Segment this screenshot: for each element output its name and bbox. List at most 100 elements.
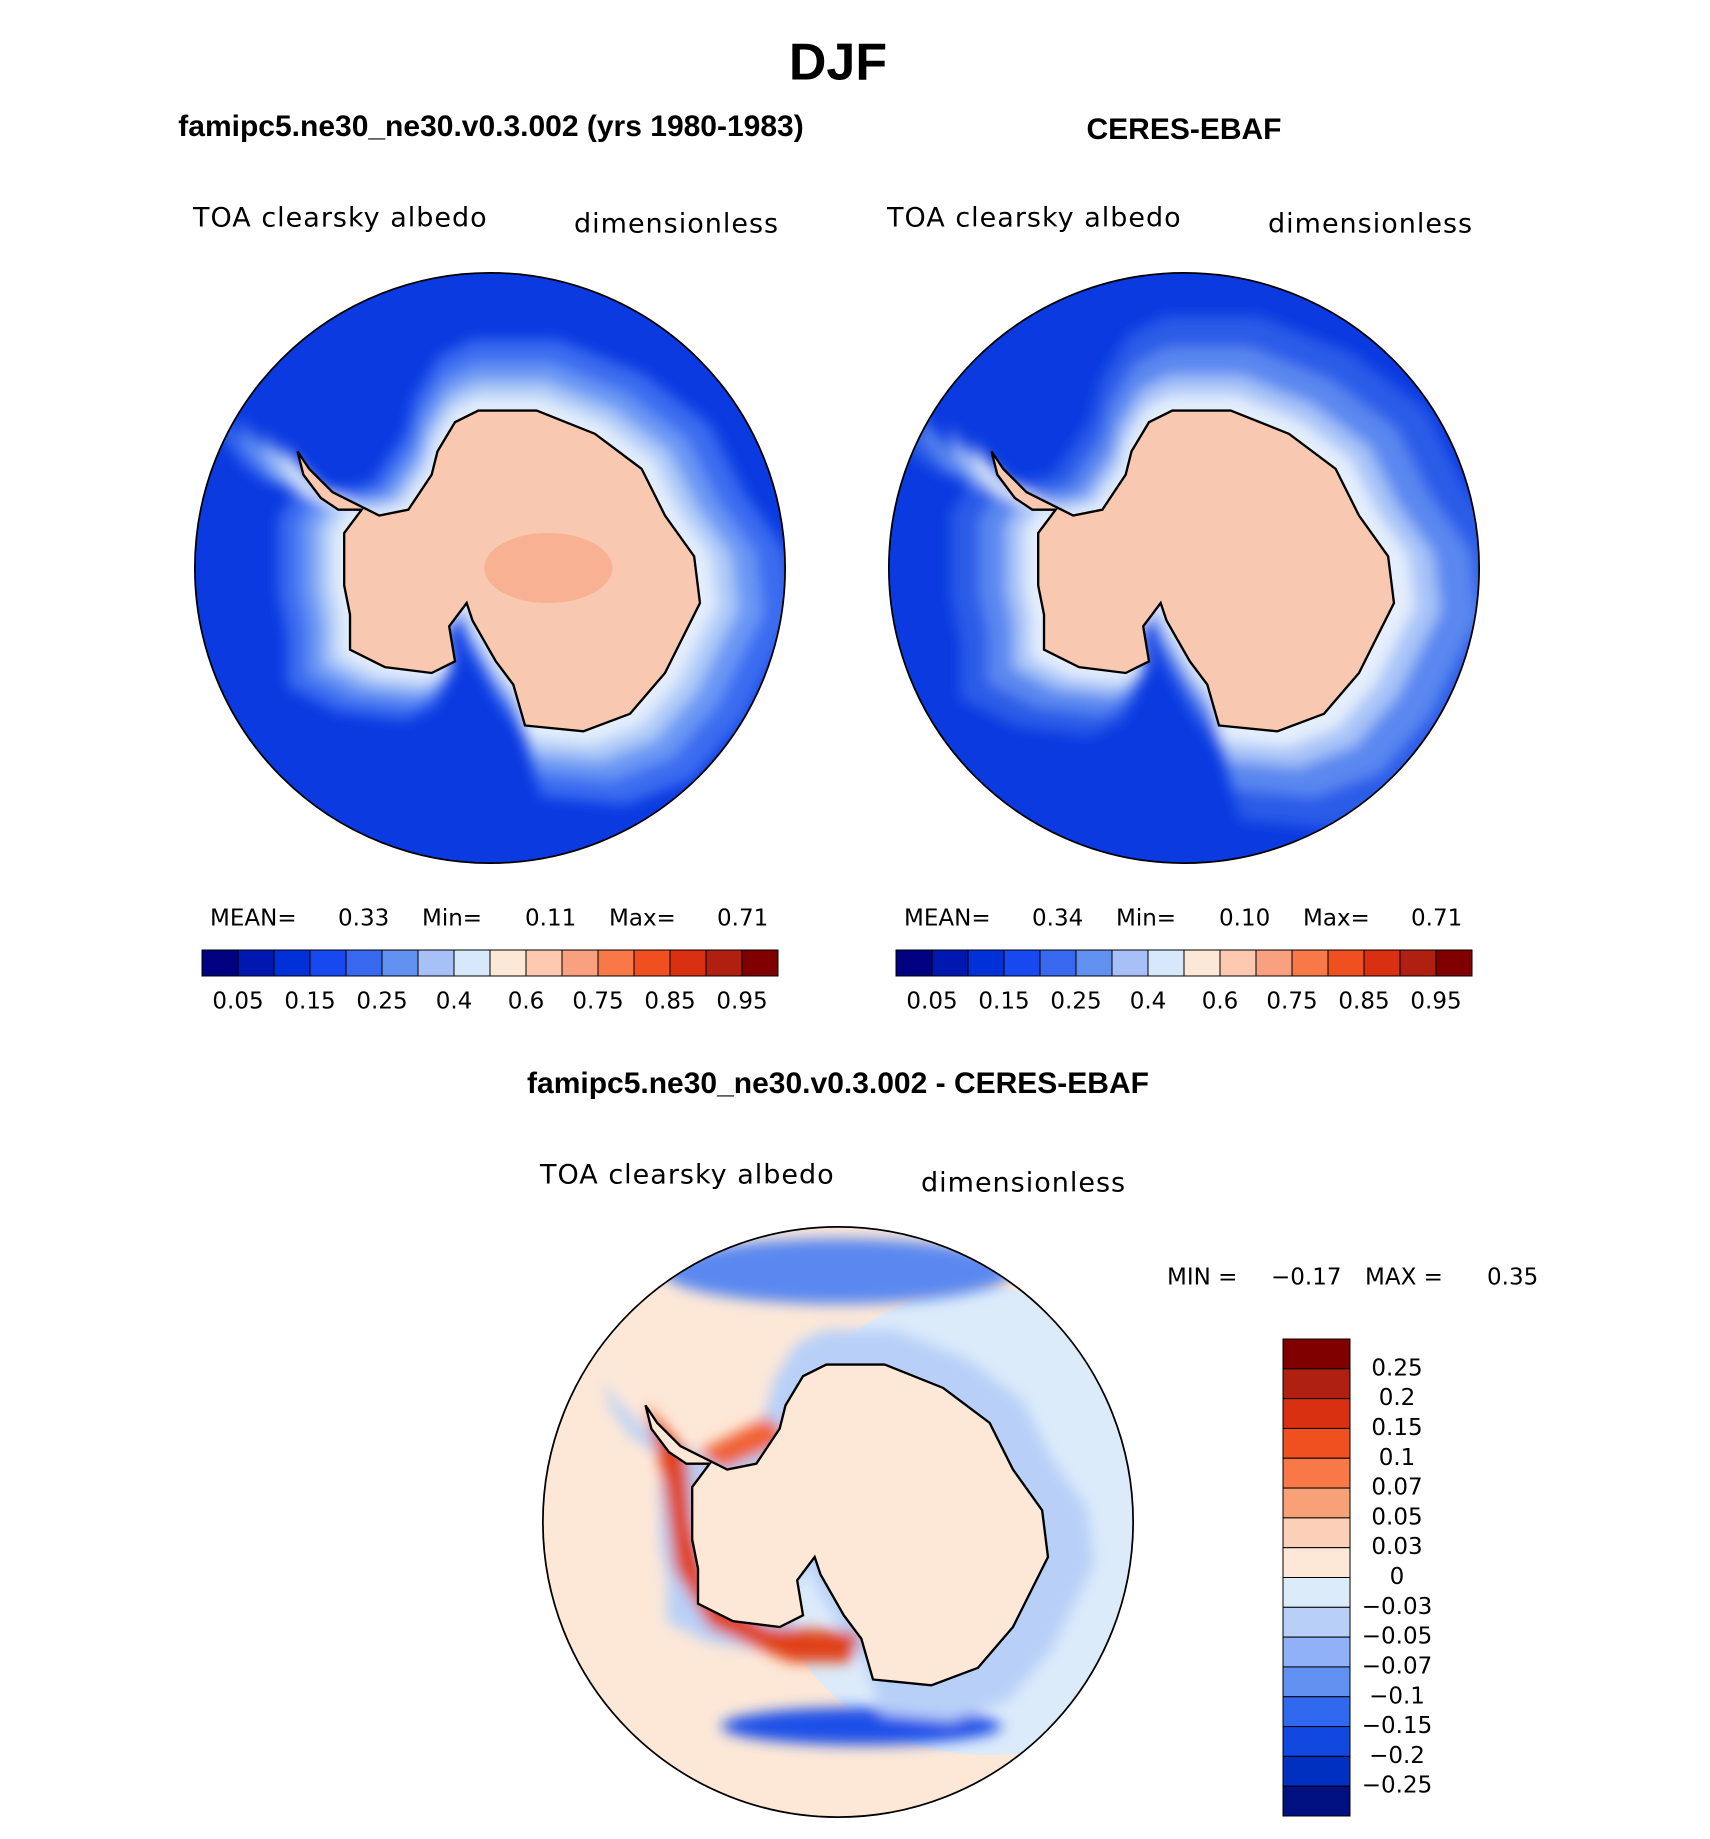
stat-value: 0.71 [717, 906, 768, 932]
colorbar-label: −0.2 [1369, 1743, 1425, 1769]
colorbar-label: 0.15 [978, 989, 1029, 1015]
colorbar-box [1282, 1547, 1351, 1578]
stat-label: MEAN= [904, 906, 991, 932]
stat-value: 0.10 [1219, 906, 1270, 932]
colorbar-label: −0.03 [1362, 1594, 1432, 1620]
colorbar-label: 0.15 [1371, 1415, 1422, 1441]
units-label: dimensionless [574, 209, 779, 240]
colorbar-box [237, 949, 275, 977]
map-difference [542, 1226, 1134, 1818]
colorbar-label: 0.4 [436, 989, 473, 1015]
colorbar-label: −0.1 [1369, 1683, 1425, 1709]
colorbar-box [705, 949, 743, 977]
colorbar-box [1282, 1755, 1351, 1787]
colorbar-label: 0.95 [1410, 989, 1461, 1015]
stat-value: −0.17 [1271, 1265, 1341, 1291]
stat-label: Max= [1303, 906, 1370, 932]
colorbar-box [895, 949, 933, 977]
stat-label: Max= [609, 906, 676, 932]
colorbar-box [381, 949, 419, 977]
stat-value: 0.71 [1411, 906, 1462, 932]
colorbar-box [489, 949, 527, 977]
colorbar-box [967, 949, 1005, 977]
stat-value: 0.11 [525, 906, 576, 932]
variable-label: TOA clearsky albedo [886, 203, 1182, 234]
colorbar-label: 0.25 [356, 989, 407, 1015]
figure-title: DJF [789, 34, 887, 92]
units-label: dimensionless [921, 1168, 1126, 1199]
stat-label: MIN = [1167, 1265, 1237, 1291]
stat-value: 0.35 [1487, 1265, 1538, 1291]
colorbar-box [417, 949, 455, 977]
colorbar-label: 0.05 [1371, 1504, 1422, 1530]
colorbar-box [1282, 1666, 1351, 1698]
colorbar-label: 0.05 [906, 989, 957, 1015]
colorbar-box [1282, 1487, 1351, 1519]
colorbar-label: 0.25 [1050, 989, 1101, 1015]
colorbar-box [741, 949, 779, 977]
colorbar-box [1291, 949, 1329, 977]
colorbar-box [1282, 1785, 1351, 1817]
colorbar-box [1282, 1577, 1351, 1608]
colorbar-label: 0.6 [508, 989, 545, 1015]
colorbar-label: 0.05 [212, 989, 263, 1015]
map-model [194, 272, 786, 864]
colorbar-box [525, 949, 563, 977]
colorbar-box [1282, 1696, 1351, 1728]
stat-value: 0.34 [1032, 906, 1083, 932]
colorbar-label: −0.07 [1362, 1653, 1432, 1679]
variable-label: TOA clearsky albedo [539, 1160, 835, 1191]
stat-value: 0.33 [338, 906, 389, 932]
colorbar-box [309, 949, 347, 977]
stat-label: MAX = [1365, 1265, 1443, 1291]
colorbar-box [561, 949, 599, 977]
colorbar-box [931, 949, 969, 977]
colorbar-label: 0.03 [1371, 1534, 1422, 1560]
colorbar-label: 0 [1390, 1564, 1405, 1590]
colorbar-label: 0.1 [1379, 1445, 1416, 1471]
colorbar-label: 0.2 [1379, 1385, 1416, 1411]
panel-title: famipc5.ne30_ne30.v0.3.002 (yrs 1980-198… [178, 110, 803, 143]
colorbar-label: 0.6 [1202, 989, 1239, 1015]
colorbar-box [201, 949, 239, 977]
colorbar-box [1075, 949, 1113, 977]
colorbar-label: −0.15 [1362, 1713, 1432, 1739]
colorbar-box [1282, 1726, 1351, 1757]
colorbar-box [1282, 1457, 1351, 1489]
stat-label: MEAN= [210, 906, 297, 932]
colorbar-box [1282, 1606, 1351, 1638]
colorbar-box [453, 949, 491, 977]
colorbar-label: 0.4 [1130, 989, 1167, 1015]
colorbar-box [1111, 949, 1149, 977]
colorbar-label: 0.75 [572, 989, 623, 1015]
colorbar-box [633, 949, 671, 977]
colorbar-box [1039, 949, 1077, 977]
colorbar-box [1183, 949, 1221, 977]
colorbar-box [1003, 949, 1041, 977]
colorbar-label: −0.25 [1362, 1773, 1432, 1799]
colorbar-box [669, 949, 707, 977]
colorbar-label: 0.85 [1338, 989, 1389, 1015]
colorbar-box [1435, 949, 1473, 977]
colorbar-box [1282, 1398, 1351, 1429]
colorbar-box [1282, 1427, 1351, 1459]
colorbar-label: 0.85 [644, 989, 695, 1015]
colorbar-box [1147, 949, 1185, 977]
colorbar-label: 0.75 [1266, 989, 1317, 1015]
colorbar-label: 0.15 [284, 989, 335, 1015]
panel-title: famipc5.ne30_ne30.v0.3.002 - CERES-EBAF [527, 1067, 1149, 1100]
colorbar-label: 0.95 [716, 989, 767, 1015]
colorbar-box [1282, 1368, 1351, 1400]
colorbar-box [1255, 949, 1293, 977]
colorbar-box [1219, 949, 1257, 977]
colorbar-box [1282, 1338, 1351, 1370]
units-label: dimensionless [1268, 209, 1473, 240]
colorbar-label: 0.07 [1371, 1475, 1422, 1501]
colorbar-label: 0.25 [1371, 1355, 1422, 1381]
stat-label: Min= [422, 906, 482, 932]
colorbar-box [1282, 1636, 1351, 1668]
colorbar-box [1399, 949, 1437, 977]
colorbar-box [1327, 949, 1365, 977]
variable-label: TOA clearsky albedo [192, 203, 488, 234]
